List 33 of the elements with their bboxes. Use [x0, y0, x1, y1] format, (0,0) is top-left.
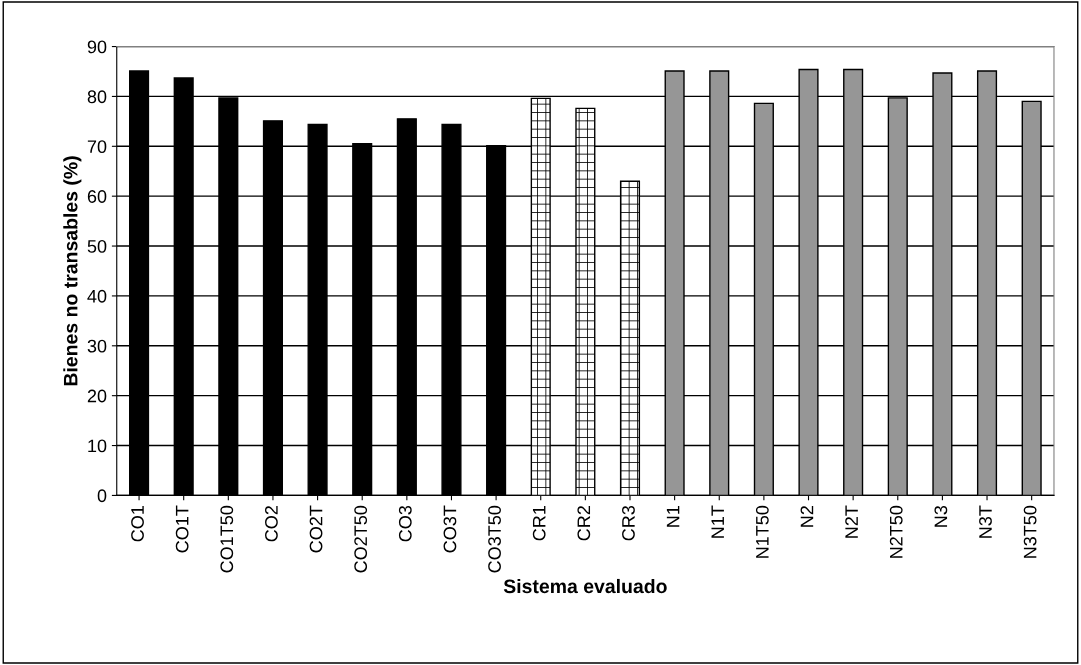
x-tick-label: N1T50 — [755, 505, 769, 558]
y-tick-label: 70 — [87, 140, 107, 154]
y-tick-label: 10 — [88, 439, 107, 453]
y-tick-label: 90 — [87, 40, 107, 54]
x-tick-label: N2T — [845, 505, 858, 538]
x-tick-label: N1 — [666, 506, 680, 527]
x-axis-title: Sistema evaluado — [503, 578, 667, 594]
x-tick-label: CO3T50 — [488, 505, 501, 573]
x-tick-label: CR3 — [622, 505, 635, 541]
y-tick-label: 40 — [87, 289, 107, 303]
y-tick-label: 0 — [97, 489, 107, 503]
y-tick-label: 60 — [87, 190, 107, 203]
x-tick-label: CR1 — [532, 506, 546, 541]
x-tick-label: CO1 — [131, 506, 144, 542]
x-tick-label: CO2T50 — [354, 505, 368, 573]
x-tick-label: CO1T — [175, 505, 189, 553]
x-tick-label: N3 — [934, 505, 948, 527]
y-tick-label: 50 — [87, 239, 107, 253]
y-axis-title: Bienes no transables (%) — [63, 156, 82, 386]
x-tick-label: CO2T — [309, 505, 323, 553]
y-tick-label: 20 — [87, 389, 107, 403]
x-tick-label: N1T — [711, 505, 724, 538]
y-tick-label: 80 — [87, 90, 107, 104]
x-tick-label: CO3 — [398, 505, 412, 542]
x-tick-label: CR2 — [577, 506, 591, 541]
x-tick-label: N2 — [800, 506, 814, 527]
x-tick-label: CO3T — [443, 505, 457, 553]
x-tick-label: CO1T50 — [220, 505, 234, 573]
x-tick-label: N3T50 — [1023, 505, 1037, 558]
x-tick-label: N2T50 — [889, 505, 903, 558]
y-tick-label: 30 — [87, 339, 107, 353]
x-tick-label: CO2 — [265, 506, 278, 542]
x-tick-label: N3T — [979, 505, 992, 538]
